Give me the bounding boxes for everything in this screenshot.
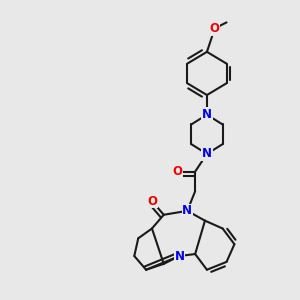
Text: O: O (147, 194, 157, 208)
Text: N: N (202, 147, 212, 161)
Text: O: O (172, 165, 182, 178)
Text: N: N (174, 250, 184, 262)
Text: N: N (182, 204, 192, 218)
Text: O: O (210, 22, 220, 35)
Text: N: N (202, 108, 212, 121)
